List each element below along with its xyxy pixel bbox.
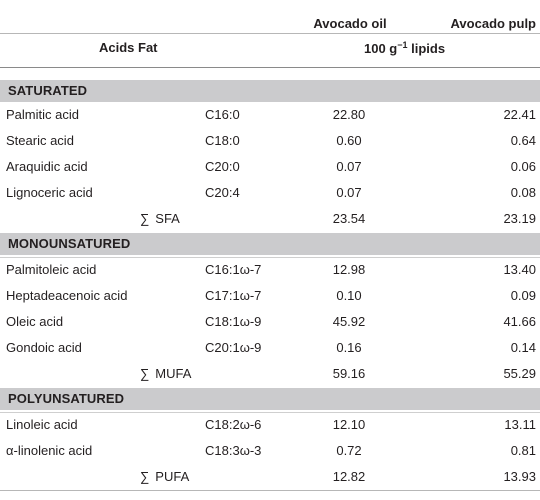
column-header-avocado-oil: Avocado oil [313, 16, 387, 31]
oil-value: 22.80 [332, 107, 366, 122]
acid-name: Gondoic acid [6, 340, 82, 355]
acid-code: C18:2ω-6 [205, 417, 262, 432]
acid-code: C17:1ω-7 [205, 288, 262, 303]
acid-code: C18:0 [205, 133, 240, 148]
oil-value: 0.07 [336, 159, 362, 174]
acid-code: C16:1ω-7 [205, 262, 262, 277]
pulp-value: 41.66 [503, 314, 536, 329]
sum-row-pufa: ∑ PUFA 12.82 13.93 [0, 464, 540, 490]
table-row: Stearic acid C18:0 0.60 0.64 [0, 128, 540, 154]
acid-name: Heptadeacenoic acid [6, 288, 128, 303]
units-label: 100 g−1 lipids [364, 40, 445, 56]
table-bottom-rule [0, 490, 540, 491]
acid-code: C20:1ω-9 [205, 340, 262, 355]
acid-code: C16:0 [205, 107, 240, 122]
oil-value: 45.92 [332, 314, 366, 329]
pulp-value: 13.93 [503, 469, 536, 484]
units-exponent: −1 [397, 40, 408, 50]
oil-value: 23.54 [332, 211, 366, 226]
table-row: Lignoceric acid C20:4 0.07 0.08 [0, 180, 540, 206]
acid-code: C18:1ω-9 [205, 314, 262, 329]
oil-value: 0.60 [336, 133, 362, 148]
table-row: α-linolenic acid C18:3ω-3 0.72 0.81 [0, 438, 540, 464]
pulp-value: 0.08 [510, 185, 536, 200]
pulp-value: 55.29 [503, 366, 536, 381]
sum-label-text: PUFA [155, 469, 190, 484]
table-row: Gondoic acid C20:1ω-9 0.16 0.14 [0, 335, 540, 361]
acid-code: C20:4 [205, 185, 240, 200]
pulp-value: 0.64 [510, 133, 536, 148]
pulp-value: 0.09 [510, 288, 536, 303]
section-header-saturated: SATURATED [0, 80, 540, 102]
acid-name: α-linolenic acid [6, 443, 93, 458]
units-prefix: 100 g [364, 41, 398, 56]
acid-name: Araquidic acid [6, 159, 88, 174]
section-title: MONOUNSATURED [8, 236, 131, 251]
pulp-value: 13.40 [503, 262, 536, 277]
sum-label: ∑ SFA [140, 211, 180, 226]
acid-name: Oleic acid [6, 314, 64, 329]
oil-value: 0.16 [336, 340, 362, 355]
pulp-value: 22.41 [503, 107, 536, 122]
sum-label-text: SFA [155, 211, 180, 226]
table-header-row: Avocado oil Avocado pulp [0, 0, 540, 34]
pulp-value: 0.06 [510, 159, 536, 174]
acid-code: C20:0 [205, 159, 240, 174]
acid-name: Lignoceric acid [6, 185, 93, 200]
oil-value: 0.10 [336, 288, 362, 303]
pulp-value: 13.11 [504, 417, 536, 432]
acid-code: C18:3ω-3 [205, 443, 262, 458]
table-row: Araquidic acid C20:0 0.07 0.06 [0, 154, 540, 180]
section-header-monounsatured: MONOUNSATURED [0, 233, 540, 255]
sum-icon: ∑ [140, 211, 150, 226]
acid-name: Palmitoleic acid [6, 262, 97, 277]
table-row: Linoleic acid C18:2ω-6 12.10 13.11 [0, 412, 540, 438]
oil-value: 12.82 [332, 469, 366, 484]
units-suffix: lipids [407, 41, 446, 56]
acid-name: Stearic acid [6, 133, 74, 148]
table-row: Oleic acid C18:1ω-9 45.92 41.66 [0, 309, 540, 335]
sum-row-mufa: ∑ MUFA 59.16 55.29 [0, 361, 540, 387]
pulp-value: 0.81 [510, 443, 536, 458]
sum-icon: ∑ [140, 366, 150, 381]
sum-row-sfa: ∑ SFA 23.54 23.19 [0, 206, 540, 232]
sum-label: ∑ PUFA [140, 469, 189, 484]
oil-value: 12.10 [332, 417, 366, 432]
sum-label-text: MUFA [155, 366, 192, 381]
table-subheader-row: Acids Fat 100 g−1 lipids [0, 34, 540, 80]
column-header-avocado-pulp: Avocado pulp [450, 16, 536, 31]
oil-value: 59.16 [332, 366, 366, 381]
header-divider [0, 33, 540, 34]
acid-name: Linoleic acid [6, 417, 78, 432]
sum-label: ∑ MUFA [140, 366, 191, 381]
pulp-value: 23.19 [503, 211, 536, 226]
oil-value: 12.98 [332, 262, 366, 277]
acid-name: Palmitic acid [6, 107, 79, 122]
oil-value: 0.07 [336, 185, 362, 200]
header-bottom-rule [0, 67, 540, 68]
section-title: SATURATED [8, 83, 88, 98]
pulp-value: 0.14 [510, 340, 536, 355]
row-divider [0, 412, 540, 413]
section-title: POLYUNSATURED [8, 391, 125, 406]
oil-value: 0.72 [336, 443, 362, 458]
section-header-polyunsatured: POLYUNSATURED [0, 388, 540, 410]
column-header-acids-fat: Acids Fat [99, 40, 158, 55]
table-row: Palmitic acid C16:0 22.80 22.41 [0, 102, 540, 128]
row-divider [0, 257, 540, 258]
table-row: Palmitoleic acid C16:1ω-7 12.98 13.40 [0, 257, 540, 283]
sum-icon: ∑ [140, 469, 150, 484]
table-row: Heptadeacenoic acid C17:1ω-7 0.10 0.09 [0, 283, 540, 309]
